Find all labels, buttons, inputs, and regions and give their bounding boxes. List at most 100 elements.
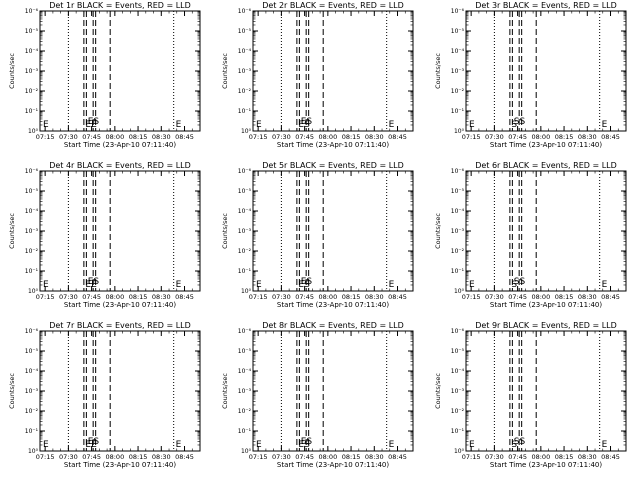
x-tick-label: 08:00: [531, 453, 550, 461]
y-tick-label: 10⁻⁴: [25, 368, 39, 375]
y-tick-label: 10⁻⁴: [451, 368, 465, 375]
y-tick-label: 10⁻⁶: [25, 328, 39, 335]
y-tick-label: 10⁻³: [238, 68, 252, 75]
x-tick-label: 08:30: [365, 293, 384, 301]
y-tick-label: 10⁻⁵: [238, 188, 252, 195]
x-tick-label: 08:45: [601, 133, 620, 141]
y-tick-label: 10⁻⁵: [451, 188, 465, 195]
event-marker-label: E: [602, 280, 608, 290]
plot-frame: [39, 10, 201, 132]
y-axis-label: Counts/sec: [434, 53, 442, 89]
y-tick-label: 10⁰: [28, 128, 39, 135]
x-tick-label: 08:00: [105, 453, 124, 461]
y-tick-label: 10⁻²: [451, 88, 465, 95]
x-tick-label: 07:45: [82, 453, 101, 461]
chart-panel-4: Det 4r BLACK = Events, RED = LLD 10⁰ 10⁻¹ 1…: [8, 161, 201, 309]
y-axis-label: Counts/sec: [434, 213, 442, 249]
x-tick-label: 08:30: [152, 133, 171, 141]
event-marker-label: E: [256, 440, 262, 450]
chart-title: Det 3r BLACK = Events, RED = LLD: [475, 1, 617, 10]
y-tick-label: 10⁻¹: [25, 428, 39, 435]
overlap-annotation: EΕ: [85, 440, 97, 450]
x-tick-label: 07:30: [272, 453, 291, 461]
y-tick-label: 10⁻¹: [238, 428, 252, 435]
event-marker-label: E: [176, 280, 182, 290]
plot-frame: [39, 330, 201, 452]
y-tick-label: 10⁻⁵: [238, 348, 252, 355]
event-marker-label: E: [389, 440, 395, 450]
overlap-annotation: S: [511, 120, 517, 130]
y-axis-label: Counts/sec: [8, 53, 16, 89]
chart-panel-1: Det 1r BLACK = Events, RED = LLD 10⁰ 10⁻¹ 1…: [8, 1, 201, 149]
x-tick-label: 08:30: [152, 293, 171, 301]
x-tick-label: 08:30: [365, 133, 384, 141]
event-marker-label: E: [602, 440, 608, 450]
overlap-annotation: ES: [298, 120, 310, 130]
y-tick-label: 10⁻³: [25, 68, 39, 75]
y-tick-label: 10⁻²: [451, 408, 465, 415]
plot-frame: [252, 330, 414, 452]
x-tick-label: 08:30: [578, 133, 597, 141]
y-tick-label: 10⁻⁵: [238, 28, 252, 35]
plot-frame: [465, 330, 627, 452]
event-marker-label: E: [602, 120, 608, 130]
overlap-annotation: EΕ: [85, 120, 97, 130]
plot-frame: [252, 170, 414, 292]
event-marker-label: E: [256, 120, 262, 130]
x-tick-label: 07:30: [59, 133, 78, 141]
x-tick-label: 07:15: [462, 293, 481, 301]
x-tick-label: 08:45: [388, 453, 407, 461]
x-tick-label: 08:15: [129, 453, 148, 461]
y-tick-label: 10⁻⁶: [238, 168, 252, 175]
event-marker-label: E: [389, 280, 395, 290]
overlap-annotation: ES: [298, 280, 310, 290]
plot-frame: [252, 10, 414, 132]
chart-panel-9: Det 9r BLACK = Events, RED = LLD 10⁰ 10⁻¹ 1…: [434, 321, 627, 469]
x-tick-label: 08:30: [578, 453, 597, 461]
y-tick-label: 10⁻⁶: [451, 8, 465, 15]
x-tick-label: 07:15: [36, 453, 55, 461]
plot-frame: [465, 170, 627, 292]
chart-title: Det 9r BLACK = Events, RED = LLD: [475, 321, 617, 330]
y-tick-label: 10⁻²: [451, 248, 465, 255]
y-tick-label: 10⁻³: [238, 228, 252, 235]
event-marker-label: E: [389, 120, 395, 130]
y-axis-label: Counts/sec: [221, 53, 229, 89]
overlap-annotation: ES: [301, 277, 313, 287]
x-tick-label: 07:45: [82, 293, 101, 301]
event-marker-label: E: [43, 280, 49, 290]
x-tick-label: 07:30: [485, 133, 504, 141]
overlap-annotation: ES: [88, 117, 100, 127]
x-tick-label: 08:15: [342, 133, 361, 141]
x-tick-label: 07:45: [508, 293, 527, 301]
y-axis-label: Counts/sec: [8, 373, 16, 409]
y-axis-label: Counts/sec: [434, 373, 442, 409]
y-tick-label: 10⁻⁴: [238, 368, 252, 375]
x-tick-label: 08:00: [318, 133, 337, 141]
overlap-annotation: SS: [514, 117, 526, 127]
x-tick-label: 07:30: [272, 133, 291, 141]
overlap-annotation: S: [511, 440, 517, 450]
x-tick-label: 08:15: [555, 133, 574, 141]
y-tick-label: 10⁻³: [451, 228, 465, 235]
y-tick-label: 10⁰: [454, 288, 465, 295]
x-tick-label: 08:15: [342, 293, 361, 301]
y-tick-label: 10⁰: [241, 448, 252, 455]
x-axis-label: Start Time (23-Apr-10 07:11:40): [64, 141, 176, 149]
x-tick-label: 07:45: [295, 133, 314, 141]
y-tick-label: 10⁻⁴: [238, 208, 252, 215]
event-marker-label: E: [469, 280, 475, 290]
x-tick-label: 08:30: [578, 293, 597, 301]
x-tick-label: 07:30: [485, 293, 504, 301]
y-tick-label: 10⁻¹: [451, 428, 465, 435]
y-tick-label: 10⁻⁵: [25, 28, 39, 35]
overlap-annotation: ES: [301, 117, 313, 127]
x-tick-label: 08:45: [388, 133, 407, 141]
x-tick-label: 08:45: [175, 133, 194, 141]
chart-title: Det 6r BLACK = Events, RED = LLD: [475, 161, 617, 170]
x-tick-label: 08:45: [601, 453, 620, 461]
x-tick-label: 07:45: [508, 453, 527, 461]
x-tick-label: 07:45: [295, 293, 314, 301]
event-marker-label: E: [176, 120, 182, 130]
x-tick-label: 08:00: [105, 133, 124, 141]
